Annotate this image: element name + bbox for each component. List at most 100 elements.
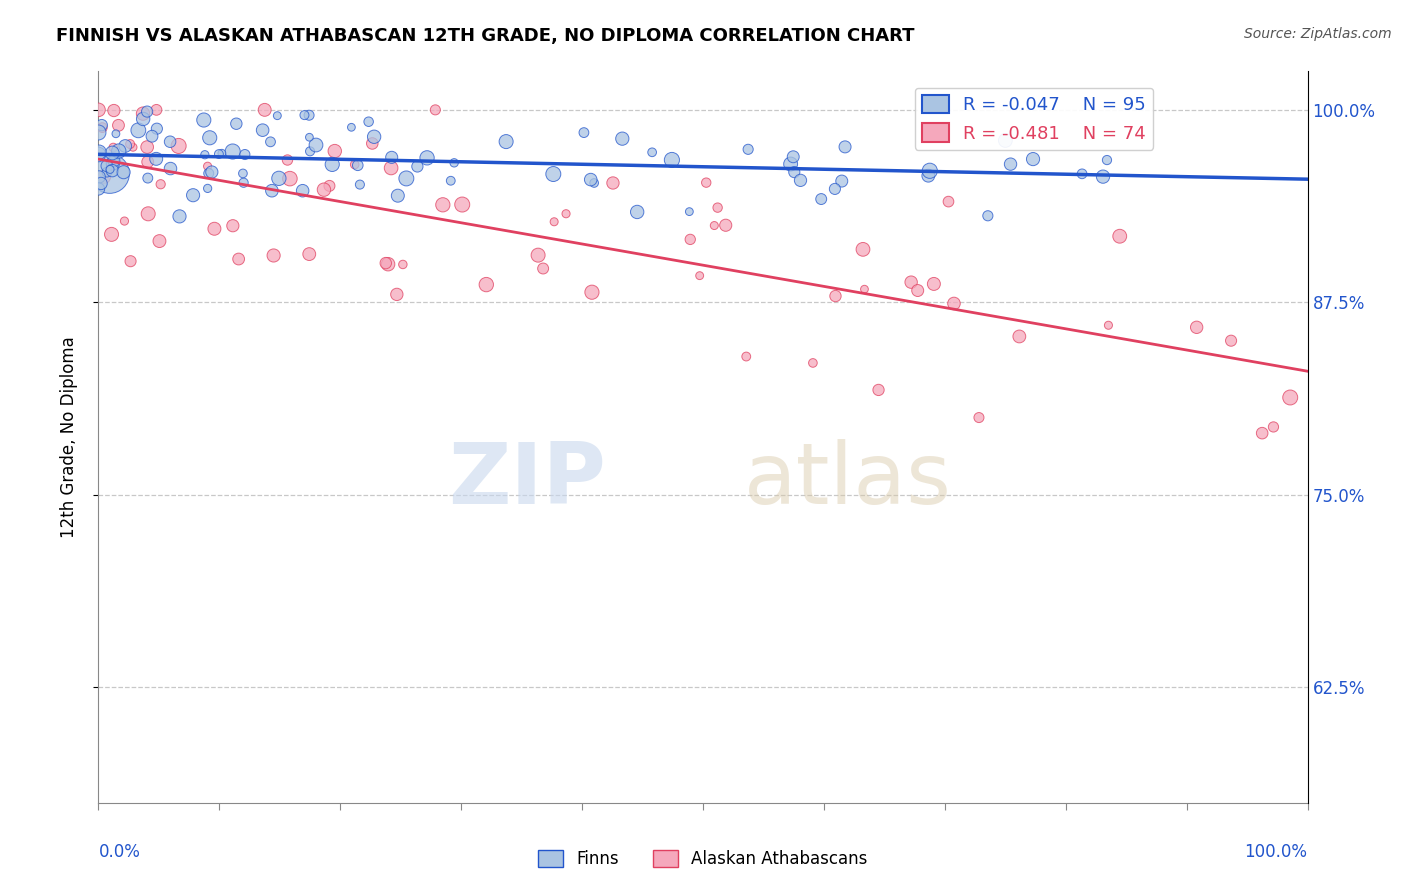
Point [1108, 229, 1130, 244]
Point [159, 135, 181, 149]
Point [145, 152, 167, 166]
Point [917, 169, 939, 183]
Point [136, 207, 159, 221]
Point [994, 133, 1017, 147]
Point [145, 103, 167, 117]
Point [260, 184, 283, 198]
Point [527, 248, 550, 262]
Point [232, 176, 254, 190]
Point [443, 156, 465, 170]
Point [641, 145, 664, 160]
Point [98, 167, 121, 181]
Point [679, 232, 702, 246]
Point [87, 182, 110, 196]
Point [103, 153, 125, 168]
Point [132, 112, 155, 126]
Text: atlas: atlas [744, 440, 952, 523]
Point [495, 135, 517, 149]
Point [661, 153, 683, 167]
Point [136, 140, 159, 154]
Point [193, 113, 215, 128]
Point [349, 178, 371, 192]
Point [276, 153, 298, 167]
Point [900, 275, 922, 289]
Text: ZIP: ZIP [449, 440, 606, 523]
Point [1251, 426, 1274, 441]
Point [294, 108, 316, 122]
Point [612, 131, 634, 145]
Point [543, 215, 565, 229]
Point [305, 138, 328, 153]
Point [543, 167, 565, 181]
Point [146, 121, 169, 136]
Point [101, 163, 124, 178]
Text: FINNISH VS ALASKAN ATHABASCAN 12TH GRADE, NO DIPLOMA CORRELATION CHART: FINNISH VS ALASKAN ATHABASCAN 12TH GRADE… [56, 27, 915, 45]
Point [101, 146, 124, 161]
Point [1022, 152, 1045, 166]
Point [783, 165, 806, 179]
Point [581, 285, 603, 300]
Point [122, 140, 145, 154]
Point [278, 171, 301, 186]
Point [127, 123, 149, 137]
Point [136, 154, 159, 169]
Point [181, 188, 204, 202]
Point [967, 410, 990, 425]
Point [104, 127, 127, 141]
Point [626, 205, 648, 219]
Point [789, 173, 811, 187]
Point [737, 142, 759, 156]
Point [555, 207, 578, 221]
Point [225, 117, 247, 131]
Point [1000, 157, 1022, 171]
Point [291, 184, 314, 198]
Point [120, 254, 142, 268]
Point [1095, 153, 1118, 167]
Point [87, 103, 110, 117]
Point [377, 257, 399, 271]
Point [343, 157, 366, 171]
Point [363, 129, 385, 144]
Point [159, 161, 181, 176]
Point [87, 147, 110, 161]
Point [1071, 167, 1094, 181]
Point [93, 169, 115, 184]
Point [475, 277, 498, 292]
Point [197, 159, 219, 173]
Point [298, 108, 321, 122]
Point [938, 194, 960, 209]
Point [425, 103, 447, 117]
Point [233, 147, 256, 161]
Point [602, 176, 624, 190]
Point [1008, 329, 1031, 343]
Point [831, 174, 853, 188]
Point [103, 140, 125, 154]
Point [318, 178, 340, 193]
Point [392, 257, 415, 271]
Point [321, 157, 343, 171]
Point [385, 287, 408, 301]
Point [107, 144, 129, 158]
Point [361, 136, 384, 151]
Point [98, 162, 121, 177]
Point [96, 159, 118, 173]
Point [208, 147, 231, 161]
Point [868, 383, 890, 397]
Point [323, 144, 346, 158]
Point [201, 165, 224, 179]
Point [852, 243, 875, 257]
Point [824, 289, 846, 303]
Point [907, 284, 929, 298]
Point [416, 151, 439, 165]
Point [221, 145, 243, 159]
Point [90, 177, 112, 191]
Point [810, 192, 832, 206]
Legend: Finns, Alaskan Athabascans: Finns, Alaskan Athabascans [531, 843, 875, 875]
Point [194, 147, 217, 161]
Point [1097, 318, 1119, 333]
Point [141, 129, 163, 144]
Point [263, 248, 285, 262]
Point [853, 282, 876, 296]
Point [312, 183, 335, 197]
Point [922, 277, 945, 291]
